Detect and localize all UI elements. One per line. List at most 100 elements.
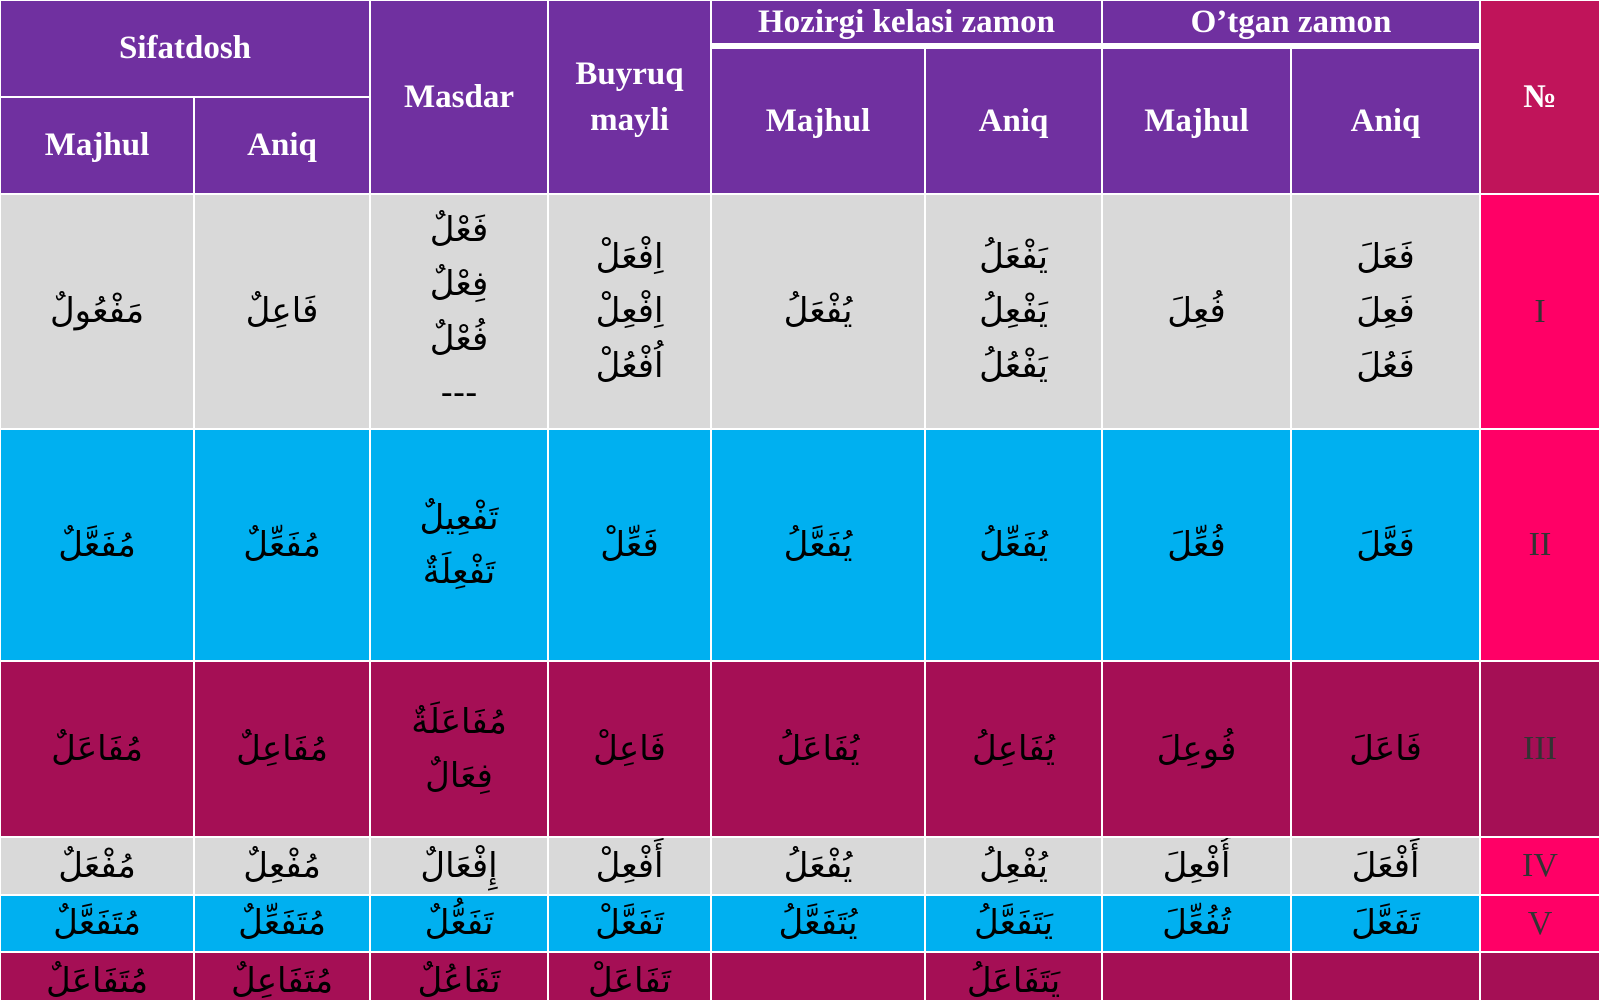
table-cell: مُفَاعِلٌ — [194, 661, 370, 837]
header-text: Buyruq mayli — [575, 55, 684, 138]
table-cell: مُتَفَاعَلٌ — [0, 952, 194, 1000]
table-cell: مُفَعَّلٌ — [0, 429, 194, 661]
table-cell: فُعِّلَ — [1102, 429, 1291, 661]
header-text: Hozirgi kelasi zamon — [758, 3, 1055, 40]
table-cell: يُفَعِّلُ — [925, 429, 1102, 661]
arabic-form: أَفْعِلْ — [595, 845, 664, 886]
arabic-form: مُفَاعَلَةٌ — [411, 701, 507, 742]
header-cell: Majhul — [1102, 48, 1291, 194]
table-cell: فَاعَلَ — [1291, 661, 1480, 837]
header-cell: Aniq — [194, 97, 370, 194]
table-cell: مُفَاعَلٌ — [0, 661, 194, 837]
header-cell: Masdar — [370, 0, 548, 194]
arabic-form: فِعْلٌ — [429, 264, 489, 305]
arabic-form: فَعَّلَ — [1356, 524, 1415, 565]
arabic-form: مُفْعَلٌ — [58, 845, 136, 886]
arabic-form: تَفَعَّلَ — [1351, 903, 1420, 944]
arabic-form: فَاعَلَ — [1349, 728, 1422, 769]
arabic-form: فُعِلَ — [1167, 291, 1226, 332]
arabic-form: مَفْعُولٌ — [49, 291, 145, 332]
arabic-form: مُتَفَعَّلٌ — [53, 903, 141, 944]
table-cell: يُفْعَلُ — [711, 194, 925, 429]
arabic-form: فُعْلٌ — [429, 318, 489, 359]
number-cell: III — [1480, 661, 1600, 837]
table-cell: فَعَّلَ — [1291, 429, 1480, 661]
table-cell: تَفَعُّلٌ — [370, 895, 548, 952]
arabic-form: يَتَفَعَّلُ — [973, 903, 1054, 944]
arabic-form: يُفَعَّلُ — [783, 524, 853, 565]
table-cell: تَفَعَّلْ — [548, 895, 711, 952]
table-cell — [1102, 952, 1291, 1000]
table-cell: تَفَعَّلَ — [1291, 895, 1480, 952]
table-cell: تَفَاعَلْ — [548, 952, 711, 1000]
arabic-form: فَاعِلْ — [593, 728, 666, 769]
table-cell: يُفَعَّلُ — [711, 429, 925, 661]
arabic-form: مُفَعَّلٌ — [58, 524, 136, 565]
arabic-form: يُفْعَلُ — [783, 291, 853, 332]
table-cell: يُفْعِلُ — [925, 837, 1102, 895]
header-text: Aniq — [1350, 102, 1421, 139]
arabic-form: فَعْلٌ — [429, 209, 489, 250]
arabic-form: أُفْعِلَ — [1162, 845, 1231, 886]
row-number: II — [1528, 526, 1552, 563]
arabic-form: فُعِّلَ — [1167, 524, 1226, 565]
arabic-form: مُفَعِّلٌ — [243, 524, 321, 565]
arabic-form: اِفْعِلْ — [595, 291, 664, 332]
arabic-form: تَفْعِيلٌ — [419, 497, 499, 538]
table-cell: يُفَاعِلُ — [925, 661, 1102, 837]
table-cell: يُتَفَعَّلُ — [711, 895, 925, 952]
row-number: V — [1527, 904, 1553, 942]
table-cell: فَاعِلْ — [548, 661, 711, 837]
arabic-form: فِعَالٌ — [425, 756, 493, 796]
table-cell: يُفْعَلُ — [711, 837, 925, 895]
table-cell: تَفَاعُلٌ — [370, 952, 548, 1000]
arabic-form: تَفْعِلَةٌ — [422, 552, 496, 592]
table-cell: مُتَفَعَّلٌ — [0, 895, 194, 952]
arabic-form: مُتَفَاعِلٌ — [230, 960, 334, 1000]
arabic-form: اِفْعَلْ — [595, 236, 664, 277]
table-cell: يَفْعَلُ يَفْعِلُ يَفْعُلُ — [925, 194, 1102, 429]
arabic-form: يُفَاعِلُ — [971, 728, 1056, 769]
arabic-form: أَفْعَلَ — [1351, 845, 1420, 886]
arabic-form: يَتَفَاعَلُ — [966, 960, 1061, 1000]
arabic-form: فُوعِلَ — [1156, 728, 1237, 769]
arabic-form: مُتَفَعِّلٌ — [238, 903, 326, 944]
arabic-form: اُفْعُلْ — [595, 345, 664, 386]
table-cell: فَعَلَ فَعِلَ فَعُلَ — [1291, 194, 1480, 429]
arabic-form: --- — [440, 372, 478, 413]
row-number: IV — [1522, 847, 1558, 884]
arabic-form: يُفْعَلُ — [783, 845, 853, 886]
arabic-form: يُفَعِّلُ — [979, 524, 1048, 565]
table-cell: مُفَعِّلٌ — [194, 429, 370, 661]
table-cell: يَتَفَاعَلُ — [925, 952, 1102, 1000]
table-cell: مُتَفَاعِلٌ — [194, 952, 370, 1000]
table-cell: فَعْلٌ فِعْلٌ فُعْلٌ --- — [370, 194, 548, 429]
arabic-form: فَاعِلٌ — [245, 291, 319, 332]
header-cell: Sifatdosh — [0, 0, 370, 97]
arabic-form: فَعَلَ — [1356, 236, 1415, 277]
header-text: O’tgan zamon — [1190, 3, 1392, 40]
header-text: Aniq — [978, 102, 1049, 139]
table-cell: مُفْعَلٌ — [0, 837, 194, 895]
header-cell: Aniq — [925, 48, 1102, 194]
arabic-form: يَفْعَلُ — [979, 236, 1048, 277]
table-cell: اِفْعَلْ اِفْعِلْ اُفْعُلْ — [548, 194, 711, 429]
number-cell — [1480, 952, 1600, 1000]
arabic-form: يُفْعِلُ — [979, 845, 1048, 886]
header-text: Sifatdosh — [118, 30, 252, 67]
table-cell: يَتَفَعَّلُ — [925, 895, 1102, 952]
arabic-form: تُفُعِّلَ — [1162, 903, 1231, 944]
header-cell: Buyruq mayli — [548, 0, 711, 194]
table-cell: مُتَفَعِّلٌ — [194, 895, 370, 952]
number-cell: V — [1480, 895, 1600, 952]
arabic-form: يُتَفَعَّلُ — [778, 903, 858, 944]
arabic-form: تَفَاعُلٌ — [417, 960, 501, 1000]
table-cell: تُفُعِّلَ — [1102, 895, 1291, 952]
table-cell: فُوعِلَ — [1102, 661, 1291, 837]
header-cell: Majhul — [0, 97, 194, 194]
table-cell — [711, 952, 925, 1000]
arabic-form: مُتَفَاعَلٌ — [45, 960, 149, 1000]
table-cell: مُفْعِلٌ — [194, 837, 370, 895]
header-text: Masdar — [404, 78, 514, 115]
table-cell: أَفْعَلَ — [1291, 837, 1480, 895]
